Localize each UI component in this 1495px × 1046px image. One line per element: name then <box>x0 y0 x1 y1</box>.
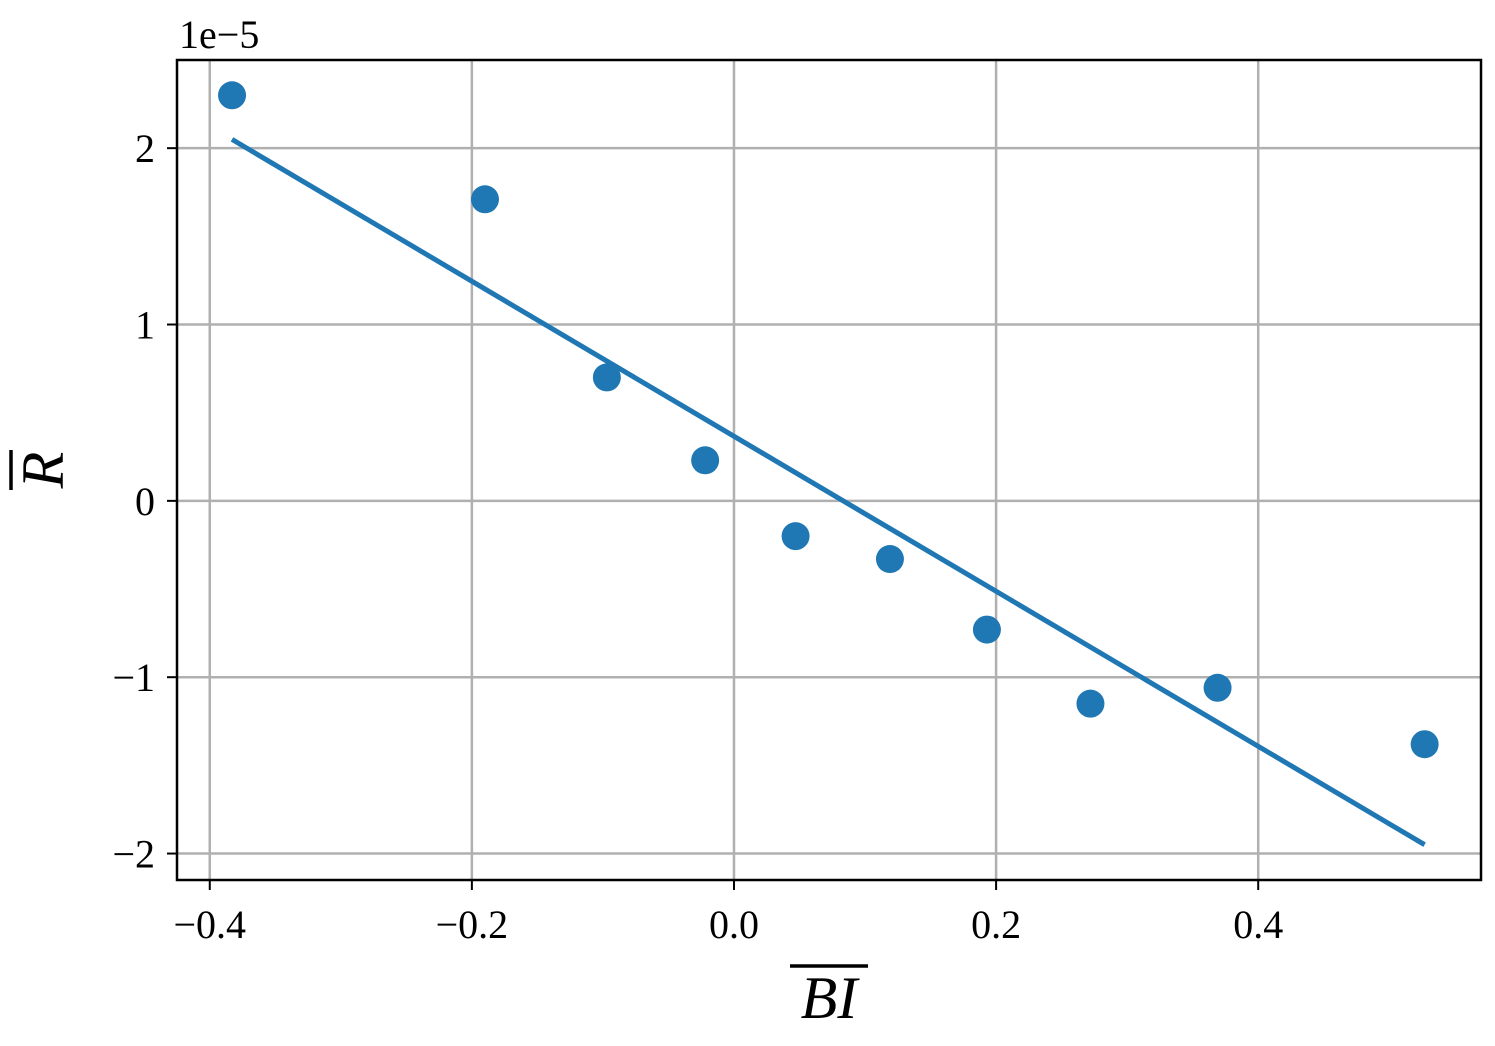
y-tick-label: 2 <box>135 126 155 171</box>
y-tick-label: 0 <box>135 479 155 524</box>
x-tick-label: −0.4 <box>173 902 246 947</box>
plot-frame <box>175 58 1483 882</box>
x-axis-ticks: −0.4 −0.2 0.0 0.2 0.4 <box>173 880 1283 947</box>
x-axis-label: BI <box>801 965 861 1031</box>
scatter-point <box>1203 673 1232 702</box>
scatter-point <box>691 446 720 475</box>
scatter-points <box>218 81 1439 759</box>
scatter-point <box>1410 730 1439 759</box>
y-tick-label: −2 <box>112 832 155 877</box>
scatter-point <box>592 363 621 392</box>
scatter-point <box>218 81 247 110</box>
grid <box>177 60 1481 880</box>
x-tick-label: 0.0 <box>709 902 759 947</box>
scatter-point <box>781 522 810 551</box>
scatter-point <box>470 185 499 214</box>
y-tick-label: −1 <box>112 655 155 700</box>
y-axis-label: R <box>10 452 76 490</box>
fit-line-group <box>230 137 1426 847</box>
y-offset-label: 1e−5 <box>179 12 259 57</box>
x-tick-label: −0.2 <box>436 902 509 947</box>
fit-line <box>230 137 1426 847</box>
scatter-point <box>875 545 904 574</box>
x-axis-label-group: BI <box>790 964 868 1031</box>
scatter-point <box>1076 689 1105 718</box>
x-tick-label: 0.4 <box>1233 902 1283 947</box>
x-tick-label: 0.2 <box>971 902 1021 947</box>
scatter-point <box>972 615 1001 644</box>
y-axis-label-group: R <box>9 450 76 490</box>
y-axis-ticks: −2 −1 0 1 2 <box>112 126 177 877</box>
y-tick-label: 1 <box>135 303 155 348</box>
